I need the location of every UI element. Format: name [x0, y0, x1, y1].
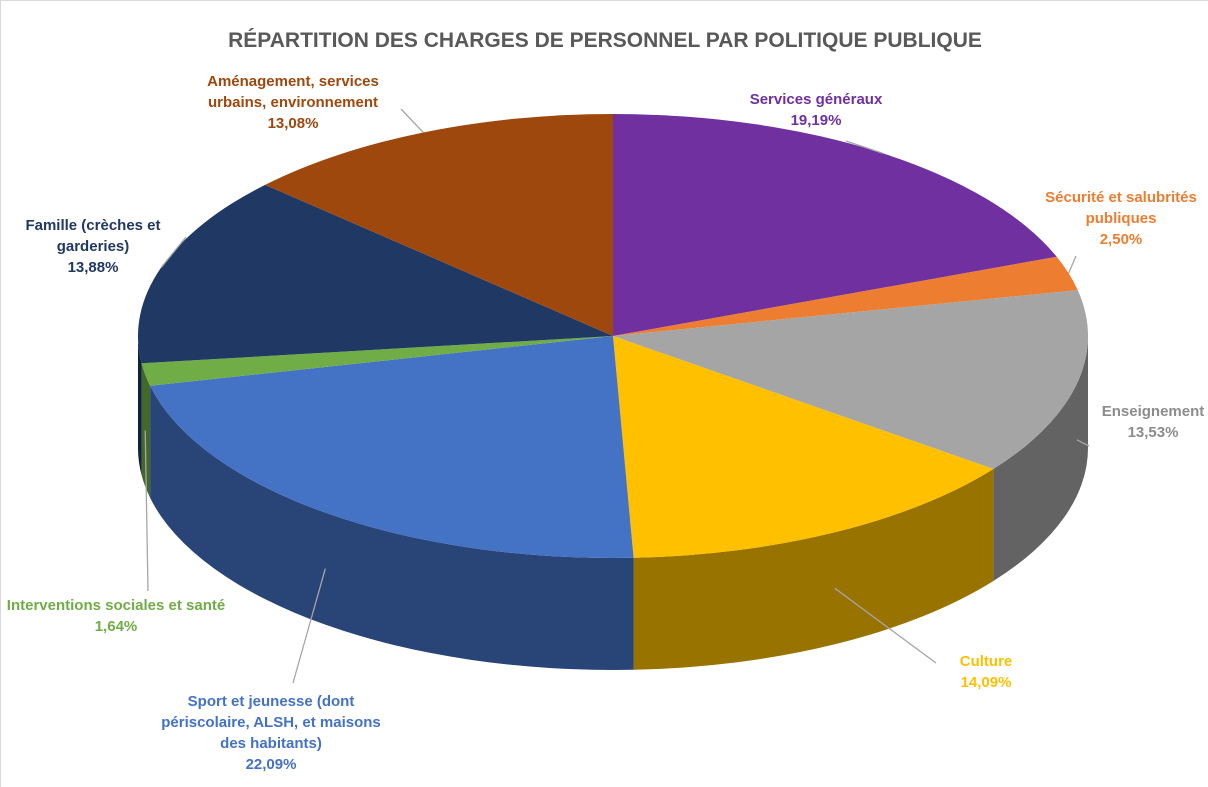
slice — [265, 114, 613, 336]
leader-line — [400, 108, 424, 133]
chart-title: RÉPARTITION DES CHARGES DE PERSONNEL PAR… — [228, 29, 982, 52]
leader-line — [160, 236, 187, 269]
leader-line — [144, 430, 149, 592]
value-label: 22,09% — [245, 756, 297, 773]
leader-line — [845, 140, 883, 154]
category-label: Sport et jeunesse (dont périscolaire, AL… — [161, 693, 381, 752]
slice-side — [150, 385, 634, 670]
slice-side — [138, 336, 142, 476]
category-label: Famille (crèches et garderies) — [25, 217, 161, 255]
slice-side — [633, 468, 994, 670]
slice — [613, 336, 994, 558]
leader-line — [1076, 439, 1090, 447]
category-label: Culture — [959, 653, 1013, 670]
data-label: Enseignement 13,53% — [1100, 401, 1206, 443]
value-label: 14,09% — [960, 674, 1012, 691]
data-label: Services généraux 19,19% — [711, 89, 921, 131]
slice — [141, 336, 613, 386]
leader-line — [834, 587, 937, 664]
slice — [613, 290, 1088, 469]
slice — [613, 256, 1078, 336]
value-label: 2,50% — [1099, 231, 1143, 248]
slice — [138, 184, 613, 364]
slice — [150, 336, 634, 558]
value-label: 13,53% — [1127, 424, 1179, 441]
value-label: 19,19% — [790, 112, 842, 129]
data-label: Aménagement, services urbains, environne… — [178, 71, 408, 134]
data-label: Culture 14,09% — [926, 651, 1046, 693]
slice-side — [993, 336, 1088, 581]
leader-line — [1068, 255, 1077, 274]
slice — [613, 114, 1057, 336]
value-label: 13,08% — [267, 115, 319, 132]
category-label: Aménagement, services urbains, environne… — [207, 73, 379, 111]
data-label: Sécurité et salubrités publiques 2,50% — [1036, 187, 1206, 250]
value-label: 13,88% — [67, 259, 119, 276]
slice-side — [141, 363, 151, 498]
leader-line — [292, 568, 326, 684]
category-label: Interventions sociales et santé — [6, 597, 226, 614]
data-label: Interventions sociales et santé 1,64% — [6, 595, 226, 637]
data-label: Sport et jeunesse (dont périscolaire, AL… — [151, 691, 391, 775]
category-label: Services généraux — [749, 91, 883, 108]
data-label: Famille (crèches et garderies) 13,88% — [8, 215, 178, 278]
value-label: 1,64% — [94, 618, 138, 635]
category-label: Sécurité et salubrités publiques — [1045, 189, 1197, 227]
category-label: Enseignement — [1101, 403, 1205, 420]
